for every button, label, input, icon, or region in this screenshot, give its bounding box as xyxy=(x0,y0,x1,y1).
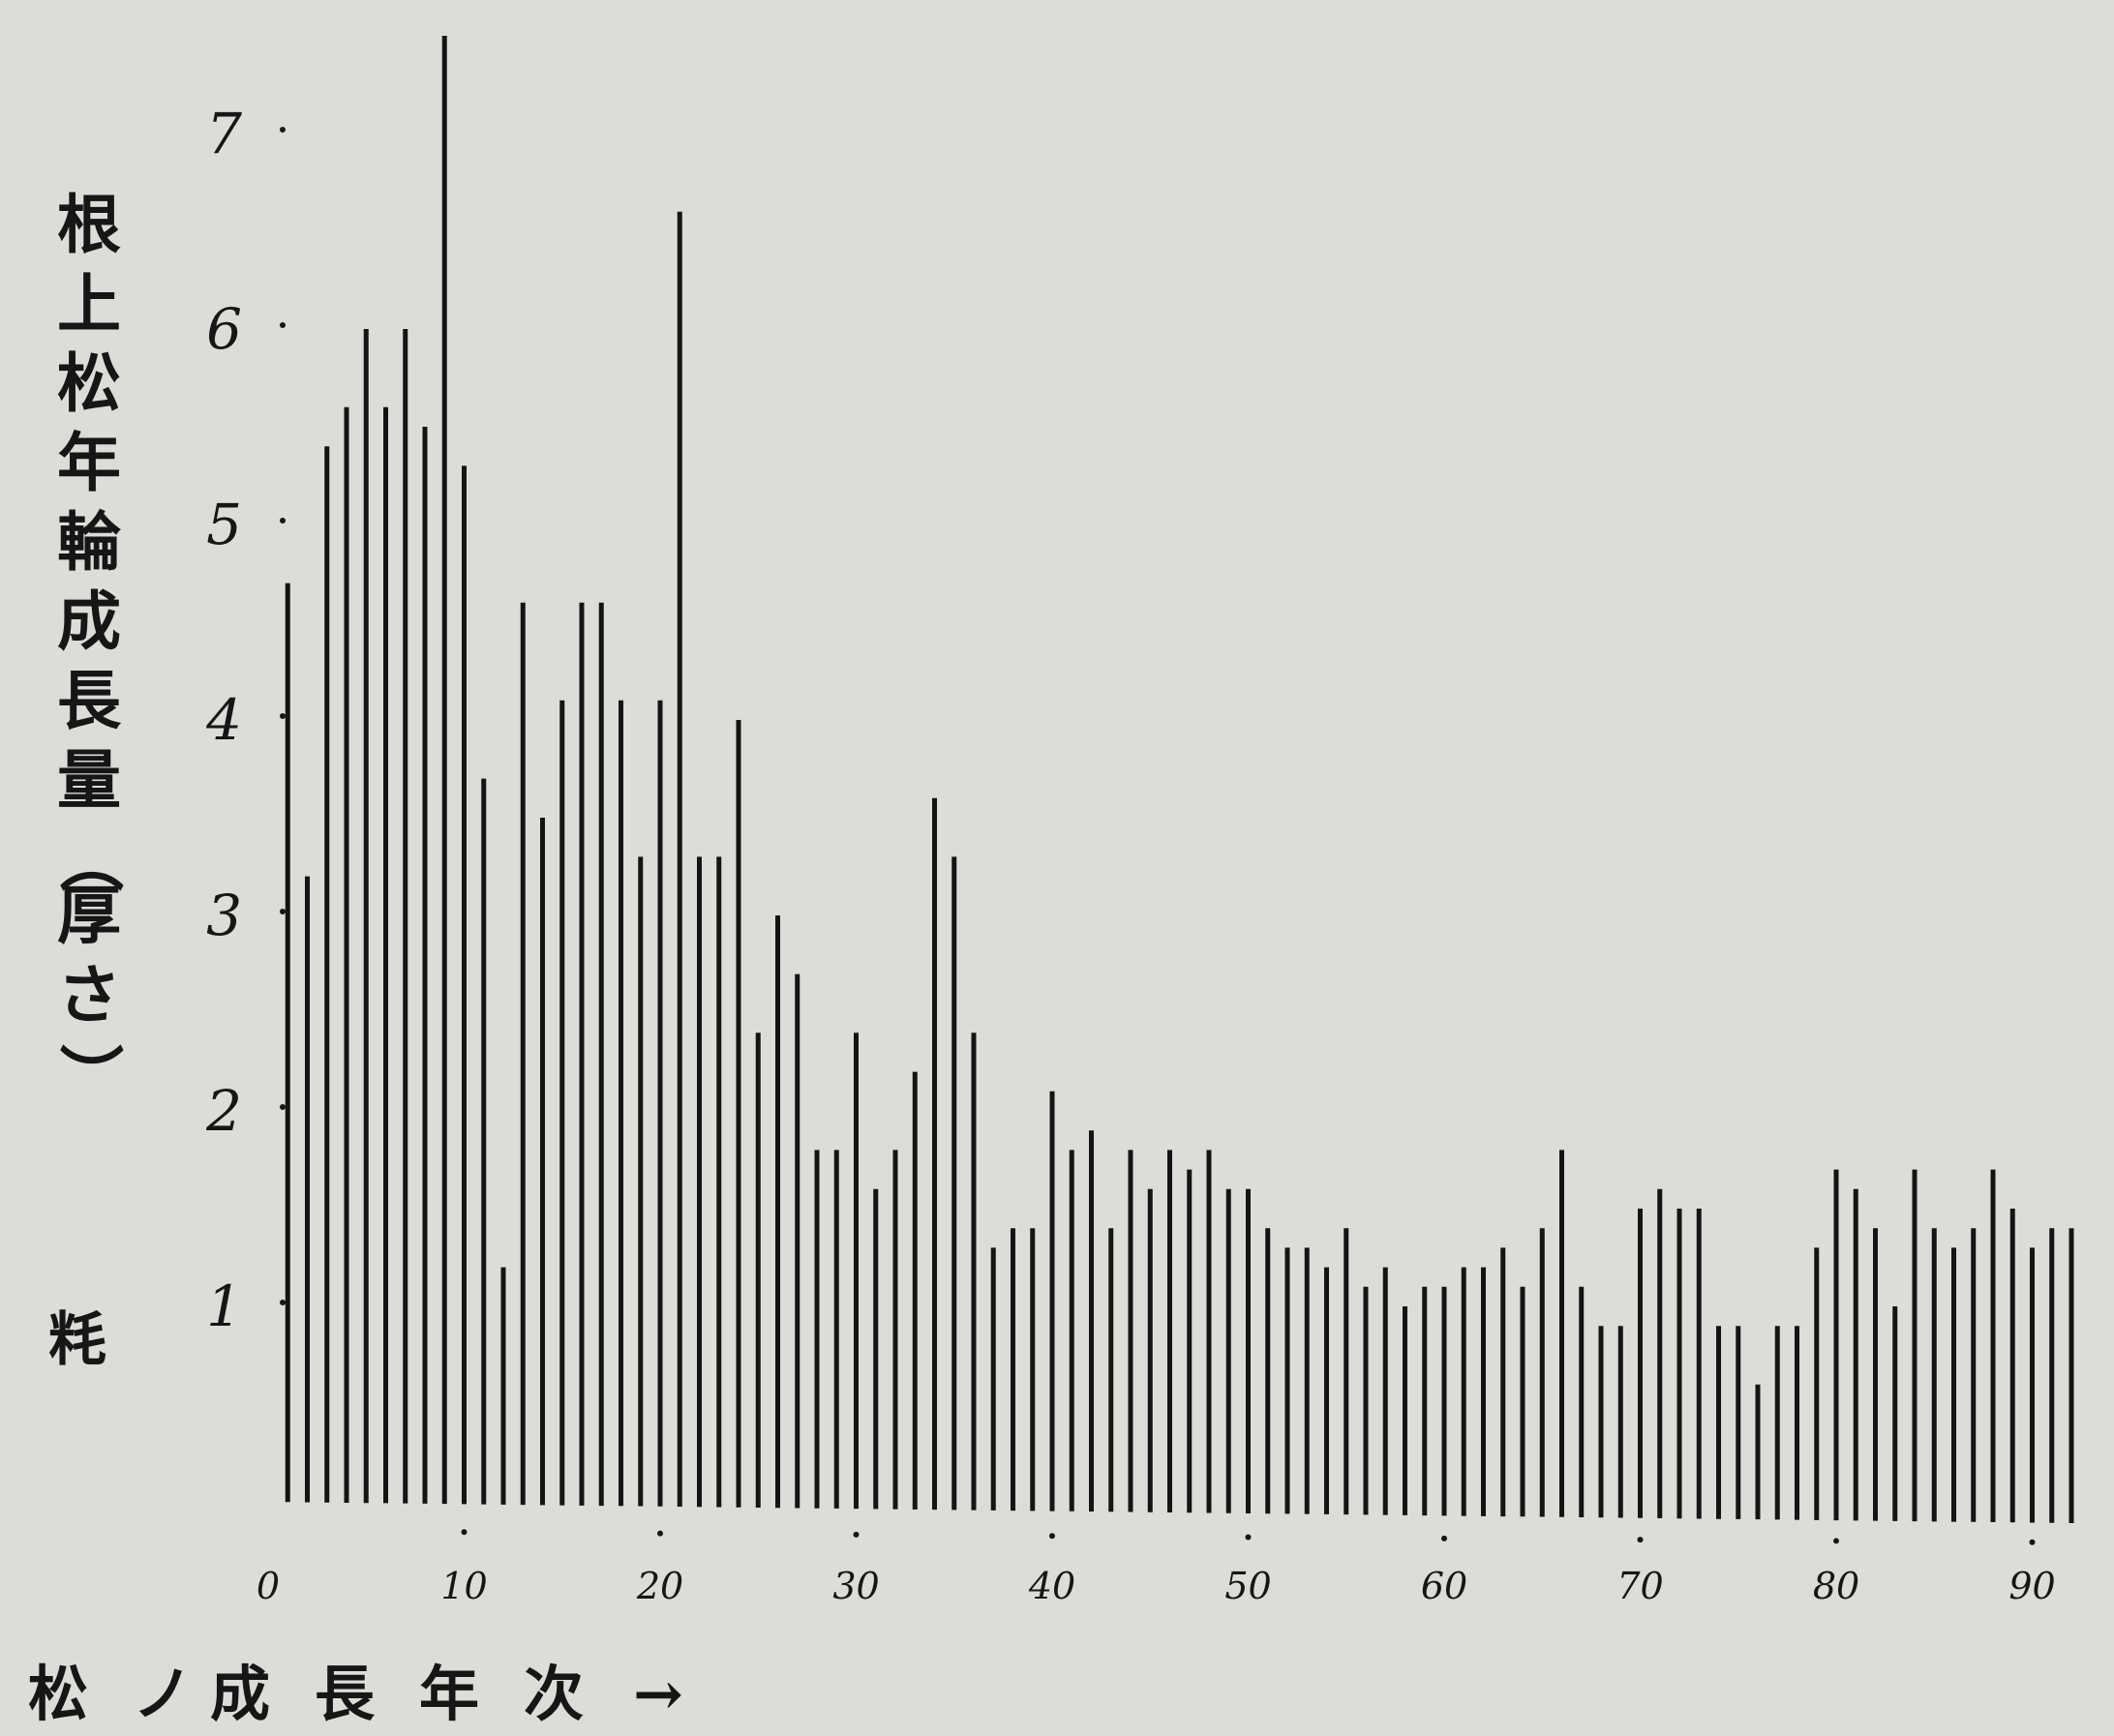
y-axis-label-char: 成 xyxy=(57,584,121,659)
x-tick-label-10: 10 xyxy=(440,1565,487,1607)
y-axis-label-char: 長 xyxy=(57,663,122,738)
x-axis-label-char: 松 xyxy=(28,1659,88,1729)
y-axis-label-char: 年 xyxy=(57,425,121,500)
x-tick-label-50: 50 xyxy=(1224,1565,1271,1607)
x-axis-ticks: 0 10 20 30 40 50 60 70 80 90 xyxy=(257,1529,2056,1607)
y-tick-mark-3 xyxy=(280,909,286,914)
y-tick-label-6: 6 xyxy=(206,296,242,362)
y-tick-label-7: 7 xyxy=(206,101,242,166)
y-axis-ticks: 1 2 3 4 5 6 7 xyxy=(205,101,286,1339)
x-axis-label-char: 年 xyxy=(419,1659,479,1729)
y-axis-label-char: 量 xyxy=(57,742,121,818)
x-tick-mark-10 xyxy=(461,1529,468,1536)
x-tick-label-80: 80 xyxy=(1813,1565,1859,1607)
y-axis-unit: 粍 xyxy=(48,1306,106,1374)
x-tick-label-20: 20 xyxy=(636,1565,683,1607)
x-tick-mark-30 xyxy=(853,1531,860,1538)
x-tick-mark-50 xyxy=(1245,1534,1252,1541)
x-tick-mark-70 xyxy=(1637,1537,1644,1543)
x-tick-label-30: 30 xyxy=(832,1565,879,1607)
x-tick-mark-40 xyxy=(1049,1533,1055,1540)
x-tick-label-0: 0 xyxy=(257,1565,280,1607)
bar-series xyxy=(285,36,2074,1523)
y-tick-mark-1 xyxy=(280,1300,286,1305)
y-tick-mark-4 xyxy=(280,713,286,719)
y-tick-label-2: 2 xyxy=(205,1078,242,1144)
y-tick-mark-5 xyxy=(280,518,286,524)
x-axis-label-char: → xyxy=(633,1659,683,1729)
y-axis-label-char: ） xyxy=(52,1043,128,1107)
y-axis-label-char: 輪 xyxy=(57,504,121,580)
x-tick-label-40: 40 xyxy=(1028,1565,1075,1607)
y-tick-label-5: 5 xyxy=(206,492,242,557)
x-tick-label-90: 90 xyxy=(2008,1565,2055,1607)
x-tick-label-70: 70 xyxy=(1616,1565,1663,1607)
x-tick-mark-90 xyxy=(2029,1539,2036,1545)
y-axis-label-char: 根 xyxy=(57,187,121,262)
y-axis-label-char: （ xyxy=(52,828,128,892)
y-axis-label-char: 松 xyxy=(57,345,121,421)
x-tick-label-60: 60 xyxy=(1421,1565,1467,1607)
y-axis-label-char: 上 xyxy=(57,266,121,342)
x-axis-label-char: ノ xyxy=(133,1659,193,1729)
y-tick-label-3: 3 xyxy=(206,883,242,948)
x-axis-label-char: 成 xyxy=(210,1659,270,1729)
y-axis-label-char: 厚 xyxy=(57,878,121,953)
x-axis-label-char: 長 xyxy=(315,1659,376,1729)
y-tick-label-1: 1 xyxy=(206,1273,242,1339)
x-axis-label-char: 次 xyxy=(524,1659,584,1729)
y-tick-mark-2 xyxy=(280,1104,286,1110)
y-tick-label-4: 4 xyxy=(205,687,242,753)
y-tick-mark-6 xyxy=(280,322,286,328)
x-tick-mark-80 xyxy=(1833,1538,1839,1544)
y-tick-mark-7 xyxy=(280,127,286,133)
x-tick-mark-20 xyxy=(657,1530,663,1537)
x-axis-label: 松ノ成長年次 → xyxy=(28,1659,683,1729)
y-axis-label-char: さ xyxy=(57,957,121,1033)
x-tick-mark-60 xyxy=(1441,1535,1447,1541)
